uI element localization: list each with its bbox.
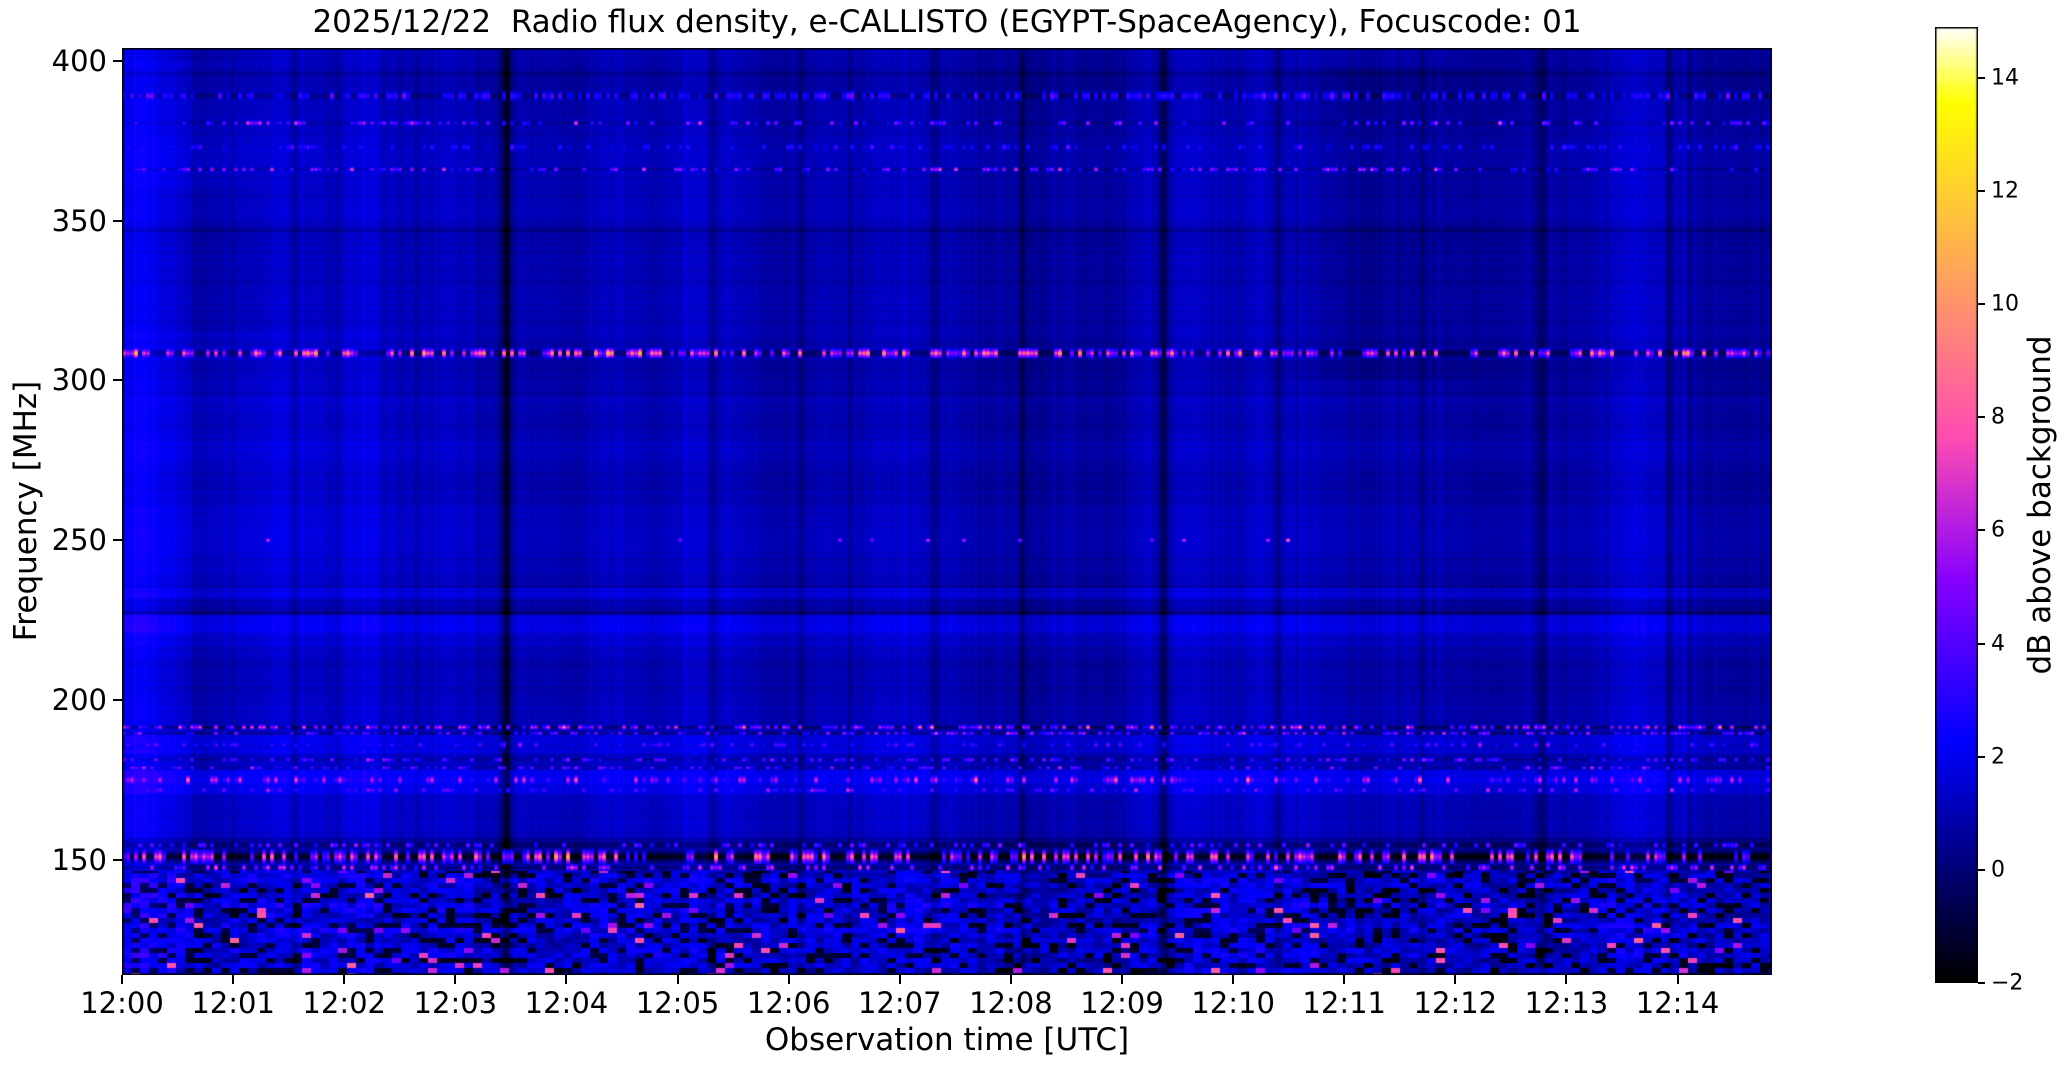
colorbar-canvas: [1935, 27, 1978, 983]
x-tick-mark: [121, 975, 123, 984]
y-tick-label: 250: [51, 523, 107, 558]
x-tick-mark: [676, 975, 679, 984]
x-tick-label: 12:02: [302, 986, 387, 1020]
colorbar-tick-label: −2: [1991, 970, 2024, 996]
colorbar-tick-label: 14: [1991, 65, 2019, 91]
colorbar-tick-label: 12: [1991, 178, 2019, 204]
x-tick-mark: [343, 975, 346, 984]
y-tick-mark: [113, 858, 122, 861]
x-tick-label: 12:12: [1413, 986, 1498, 1020]
x-tick-label: 12:11: [1302, 986, 1387, 1020]
x-tick-label: 12:01: [191, 986, 275, 1020]
colorbar-tick-mark: [1978, 303, 1985, 306]
colorbar-tick-label: 8: [1991, 404, 2005, 430]
colorbar-tick-label: 0: [1991, 857, 2005, 883]
y-tick-label: 200: [51, 683, 107, 718]
x-axis-label: Observation time [UTC]: [764, 1022, 1130, 1058]
x-tick-mark: [1676, 975, 1679, 984]
y-tick-label: 400: [51, 43, 107, 78]
colorbar-tick-mark: [1978, 755, 1985, 758]
y-tick-mark: [113, 219, 122, 222]
y-tick-mark: [113, 379, 122, 382]
spectrogram-canvas: [122, 48, 1772, 975]
y-tick-mark: [113, 539, 122, 542]
x-tick-mark: [1343, 975, 1346, 984]
x-tick-label: 12:07: [857, 986, 942, 1020]
y-tick-mark: [113, 59, 122, 62]
x-tick-mark: [787, 975, 790, 984]
x-tick-label: 12:14: [1635, 986, 1720, 1020]
x-tick-mark: [1121, 975, 1123, 984]
x-tick-label: 12:06: [746, 986, 831, 1020]
plot-title: 2025/12/22 Radio flux density, e-CALLIST…: [312, 4, 1582, 40]
x-tick-label: 12:08: [969, 986, 1053, 1020]
colorbar-tick-label: 10: [1991, 291, 2019, 317]
y-tick-label: 350: [51, 203, 107, 238]
colorbar-tick-label: 4: [1991, 631, 2005, 657]
colorbar-tick-label: 6: [1991, 517, 2005, 543]
x-tick-mark: [898, 975, 901, 984]
y-tick-label: 300: [51, 363, 107, 398]
x-tick-mark: [1009, 975, 1012, 984]
x-tick-mark: [232, 975, 235, 984]
colorbar-label: dB above background: [2022, 335, 2058, 675]
x-tick-label: 12:04: [524, 986, 609, 1020]
x-tick-mark: [1565, 975, 1568, 984]
x-tick-label: 12:00: [80, 986, 164, 1020]
x-tick-label: 12:05: [635, 986, 720, 1020]
y-tick-mark: [113, 699, 122, 702]
x-tick-label: 12:13: [1524, 986, 1609, 1020]
x-tick-label: 12:10: [1191, 986, 1275, 1020]
colorbar-tick-mark: [1978, 416, 1985, 419]
colorbar-tick-mark: [1978, 982, 1985, 984]
x-tick-mark: [454, 975, 457, 984]
x-tick-label: 12:03: [413, 986, 498, 1020]
x-tick-mark: [1232, 975, 1235, 984]
colorbar-tick-mark: [1978, 190, 1985, 193]
y-tick-label: 150: [51, 842, 107, 877]
colorbar-tick-label: 2: [1991, 744, 2005, 770]
x-tick-mark: [1454, 975, 1457, 984]
colorbar-tick-mark: [1978, 529, 1985, 532]
y-axis-label: Frequency [MHz]: [8, 380, 44, 642]
x-tick-label: 12:09: [1080, 986, 1164, 1020]
colorbar-tick-mark: [1978, 868, 1985, 871]
colorbar-tick-mark: [1978, 76, 1985, 79]
x-tick-mark: [565, 975, 568, 984]
colorbar-tick-mark: [1978, 642, 1985, 645]
